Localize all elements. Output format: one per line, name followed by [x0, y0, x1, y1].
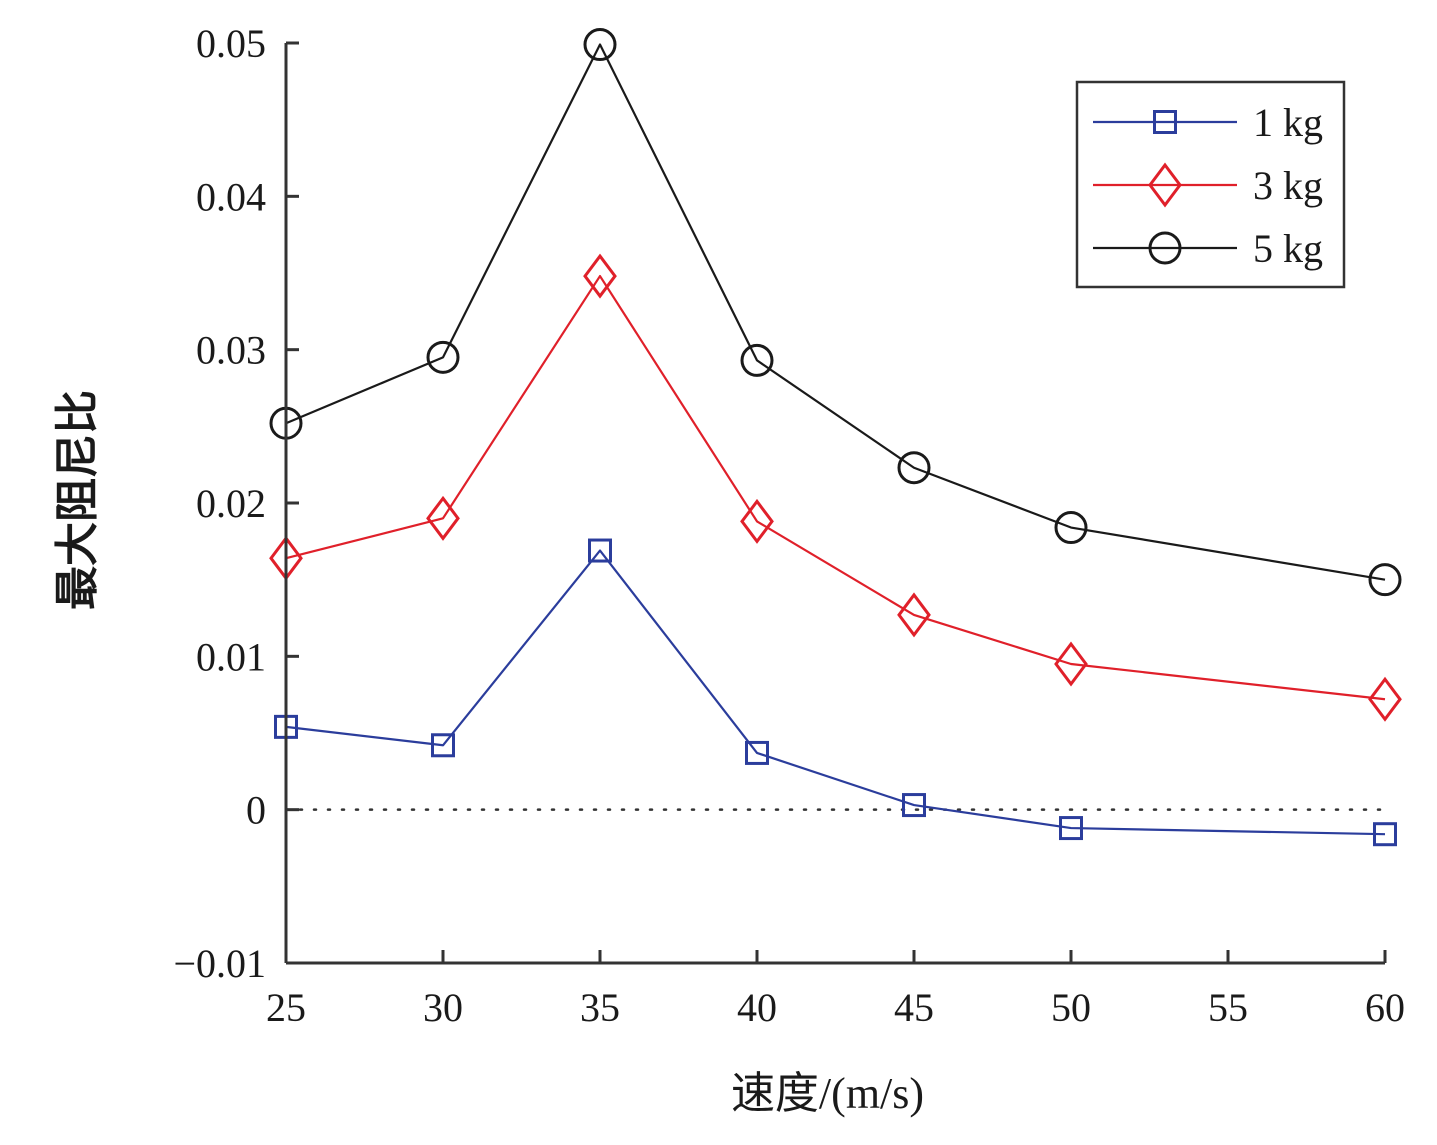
data-point-circle [1054, 511, 1088, 545]
legend-item: 3 kg [1093, 162, 1323, 208]
series-line [285, 274, 1386, 701]
y-tick-label: 0.02 [196, 481, 266, 526]
x-tick-label: 50 [1051, 985, 1091, 1030]
data-point-diamond [1368, 676, 1402, 722]
y-axis-title: 最大阻尼比 [53, 390, 102, 610]
y-tick-label: 0.05 [196, 21, 266, 66]
legend-marker-diamond [1148, 162, 1182, 208]
series-line [285, 549, 1386, 836]
x-axis-title: 速度/(m/s) [731, 1069, 924, 1118]
data-point-square [1059, 816, 1083, 841]
series-3-kg [269, 253, 1402, 722]
y-tick-label: 0 [246, 788, 266, 833]
legend-label: 5 kg [1253, 226, 1323, 271]
data-point-square [1373, 822, 1397, 847]
data-point-diamond [740, 498, 774, 544]
legend-marker-circle [1148, 231, 1182, 265]
x-tick-label: 55 [1208, 985, 1248, 1030]
legend: 1 kg 3 kg 5 kg [1075, 80, 1346, 289]
data-point-circle [1368, 563, 1402, 597]
y-tick-label: −0.01 [173, 941, 266, 986]
series-line [285, 43, 1386, 581]
data-point-square [745, 740, 769, 765]
y-tick-label: 0.01 [196, 634, 266, 679]
data-point-diamond [1054, 641, 1088, 687]
data-point-circle [583, 28, 617, 62]
data-point-diamond [583, 253, 617, 299]
data-point-square [588, 538, 612, 563]
legend-item: 1 kg [1093, 100, 1323, 145]
x-tick-label: 40 [737, 985, 777, 1030]
x-tick-label: 25 [266, 985, 306, 1030]
data-point-diamond [426, 495, 460, 541]
series-1-kg [274, 538, 1397, 847]
data-point-square [431, 733, 455, 758]
data-point-circle [740, 343, 774, 377]
legend-label: 1 kg [1253, 100, 1323, 145]
legend-marker-square [1153, 110, 1177, 134]
ticks: −0.01 0 0.01 0.02 0.03 0.04 0.05 25 30 35 40 45 50 55… [173, 21, 1405, 1030]
series-5-kg [269, 28, 1402, 597]
data-point-circle [897, 451, 931, 485]
data-point-diamond [897, 592, 931, 638]
x-tick-label: 35 [580, 985, 620, 1030]
x-tick-label: 45 [894, 985, 934, 1030]
y-tick-label: 0.03 [196, 328, 266, 373]
series-layer [269, 28, 1402, 847]
legend-item: 5 kg [1093, 226, 1323, 271]
y-tick-label: 0.04 [196, 174, 266, 219]
data-point-circle [426, 340, 460, 374]
x-tick-label: 60 [1365, 985, 1405, 1030]
legend-label: 3 kg [1253, 163, 1323, 208]
data-point-square [902, 793, 926, 818]
x-tick-label: 30 [423, 985, 463, 1030]
